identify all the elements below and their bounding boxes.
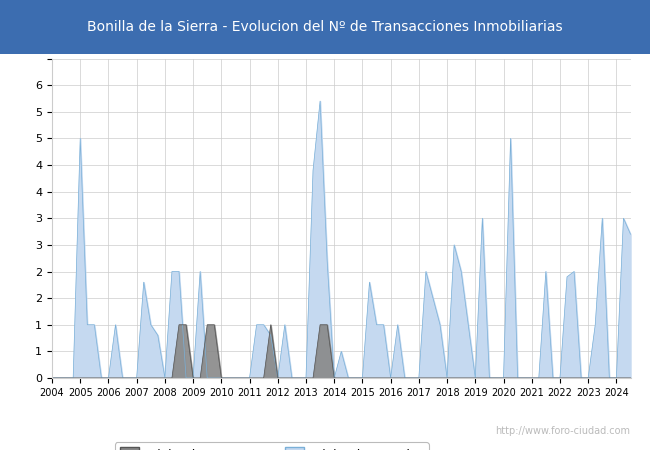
Text: http://www.foro-ciudad.com: http://www.foro-ciudad.com bbox=[495, 427, 630, 436]
Text: Bonilla de la Sierra - Evolucion del Nº de Transacciones Inmobiliarias: Bonilla de la Sierra - Evolucion del Nº … bbox=[87, 20, 563, 34]
Legend: Viviendas Nuevas, Viviendas Usadas: Viviendas Nuevas, Viviendas Usadas bbox=[115, 442, 429, 450]
